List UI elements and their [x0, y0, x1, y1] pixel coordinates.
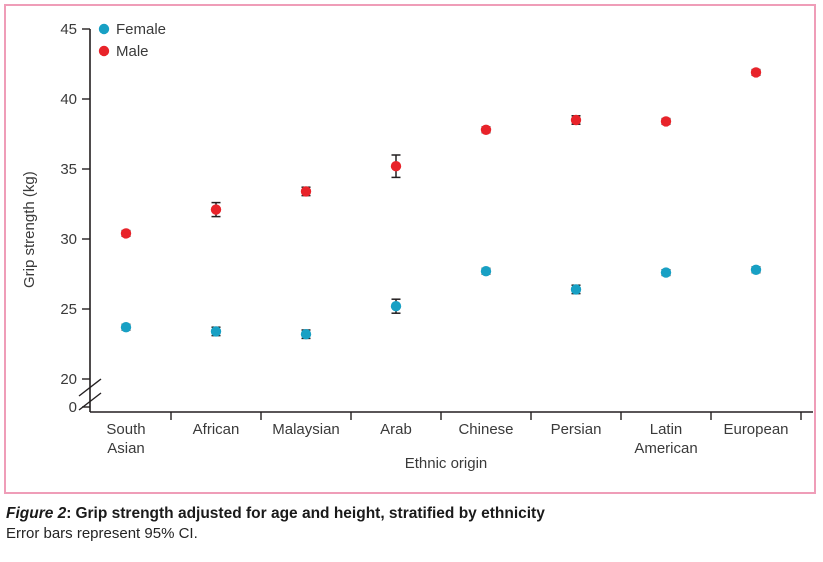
data-point-female [480, 266, 492, 277]
data-point-female [210, 326, 222, 337]
x-category-label: African [193, 421, 240, 438]
y-tick-label: 25 [60, 301, 77, 318]
y-axis-title: Grip strength (kg) [21, 171, 38, 288]
figure-colon: : [66, 505, 72, 522]
data-point-female [570, 284, 582, 295]
x-category-label: Chinese [458, 421, 513, 438]
data-point-male [660, 116, 672, 127]
x-category-label: European [723, 421, 788, 438]
y-tick-label: 30 [60, 231, 77, 248]
data-point-male [390, 161, 402, 172]
y-tick-label: 35 [60, 161, 77, 178]
figure-caption: Figure 2: Grip strength adjusted for age … [6, 503, 545, 544]
legend-label-female: Female [116, 21, 166, 38]
figure-title-text: Grip strength adjusted for age and heigh… [75, 505, 545, 522]
y-axis-ticks: 45 40 35 30 25 20 0 [60, 21, 90, 416]
figure-number: Figure 2 [6, 505, 67, 522]
x-category-label: South Asian [106, 421, 145, 457]
axis-break-slash-1 [78, 378, 102, 397]
data-point-male [570, 114, 582, 126]
x-axis-title: Ethnic origin [405, 455, 488, 472]
data-point-female [300, 329, 312, 340]
x-axis-ticks [170, 412, 802, 420]
data-point-male [120, 228, 132, 239]
data-point-male [210, 204, 222, 215]
y-tick-label: 40 [60, 91, 77, 108]
legend-marker-male [98, 45, 110, 57]
legend-label-male: Male [116, 43, 149, 60]
data-point-male [750, 67, 762, 78]
x-category-label: Arab [380, 421, 412, 438]
y-tick-label: 0 [69, 399, 77, 416]
x-axis-labels: South Asian African Malaysian Arab Chinese Per… [106, 421, 788, 457]
y-tick-label: 45 [60, 21, 77, 38]
x-category-label: Malaysian [272, 421, 340, 438]
data-point-male [480, 124, 492, 135]
figure-caption-note: Error bars represent 95% CI. [6, 525, 198, 542]
data-point-female [120, 322, 132, 333]
figure-frame: Grip strength (kg) Ethnic origin Female … [4, 4, 816, 494]
data-point-female [660, 267, 672, 278]
x-category-label: Latin American [634, 421, 697, 457]
data-point-female [390, 301, 402, 312]
chart-svg: Grip strength (kg) Ethnic origin Female … [21, 21, 813, 472]
legend: Female Male [98, 21, 166, 60]
data-points [120, 67, 762, 340]
data-point-female [750, 264, 762, 275]
data-point-male [300, 186, 312, 197]
x-category-label: Persian [551, 421, 602, 438]
figure-caption-title: Figure 2: Grip strength adjusted for age … [6, 503, 545, 524]
y-tick-label: 20 [60, 371, 77, 388]
legend-marker-female [98, 23, 110, 35]
